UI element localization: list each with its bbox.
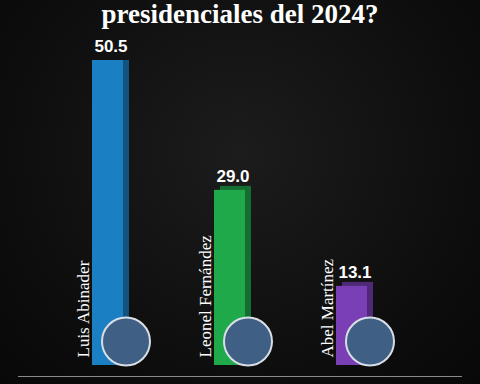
svg-text:Abel Martínez: Abel Martínez: [318, 258, 337, 357]
html-text:presidenciales del 2024?: presidenciales del 2024?: [101, 0, 379, 29]
svg-text:Luis Abinader: Luis Abinader: [74, 260, 93, 357]
svg-text:13.1: 13.1: [338, 263, 371, 282]
svg-text:29.0: 29.0: [216, 167, 249, 186]
svg-text:Leonel Fernández: Leonel Fernández: [196, 235, 215, 358]
svg-text:50.5: 50.5: [94, 37, 127, 56]
